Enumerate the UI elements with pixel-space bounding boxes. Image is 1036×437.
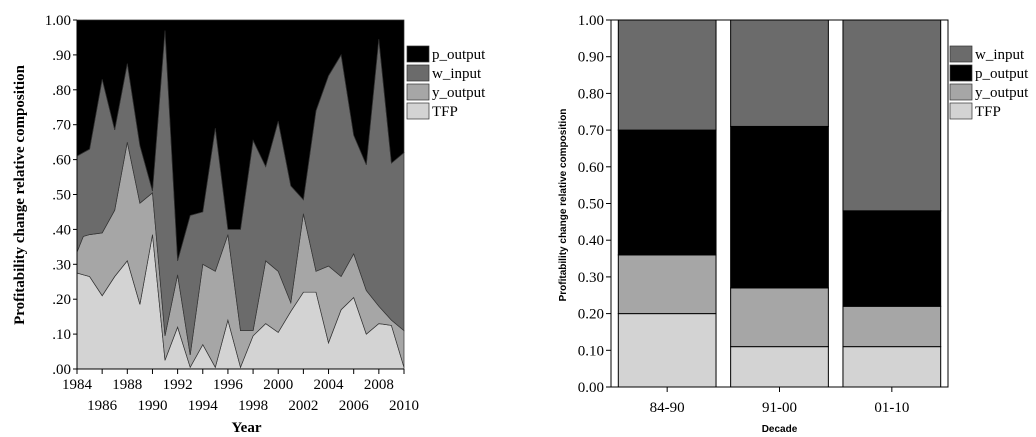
x-tick-label: 1984 xyxy=(62,377,93,393)
bar-segment-TFP xyxy=(617,313,717,388)
legend-swatch xyxy=(949,102,973,120)
legend-swatch xyxy=(949,45,973,63)
area-chart: .00 .10 .20 .30 .40 .50 .60 .70 .80 .90 1.00 1984 19… xyxy=(12,13,486,436)
bar-segment-p-output xyxy=(730,125,829,289)
legend-label: w_input xyxy=(432,66,482,82)
x-tick-label: 2008 xyxy=(364,377,394,393)
bar-segment-y-output xyxy=(730,287,829,348)
y-tick-label: .50 xyxy=(52,188,71,204)
legend-label: TFP xyxy=(432,104,458,120)
x-tick-label: 1998 xyxy=(238,398,268,414)
y-tick-label: .70 xyxy=(52,118,71,134)
bar-segment-p-output xyxy=(842,210,942,307)
y-tick-label: 0.90 xyxy=(578,50,604,66)
x-tick-label: 1988 xyxy=(112,377,142,393)
legend-label: w_input xyxy=(975,47,1025,63)
bar-segment-y-output xyxy=(617,254,717,315)
y-tick-label: 0.40 xyxy=(578,233,604,249)
y-axis-title: Profitability change relative compositio… xyxy=(558,109,569,302)
x-tick-label: 1992 xyxy=(163,377,193,393)
area-series-p-output xyxy=(76,19,405,261)
bar-segment-w-input xyxy=(617,19,717,131)
y-tick-label: .80 xyxy=(52,83,71,99)
y-tick-label: .10 xyxy=(52,327,71,343)
x-tick-label: 01-10 xyxy=(874,400,909,416)
y-axis-title: Profitability change relative compositio… xyxy=(12,64,28,324)
x-tick-label: 2006 xyxy=(339,398,370,414)
x-tick-label: 1996 xyxy=(213,377,244,393)
bar-segment-w-input xyxy=(842,19,942,212)
legend-label: y_output xyxy=(432,85,486,101)
x-axis-title: Decade xyxy=(762,424,798,435)
x-tick-label: 1986 xyxy=(87,398,118,414)
x-tick-label: 84-90 xyxy=(650,400,685,416)
y-tick-label: 0.20 xyxy=(578,307,604,323)
bar-segment-TFP xyxy=(730,346,829,388)
bar-segment-p-output xyxy=(617,129,717,256)
y-tick-label: 0.50 xyxy=(578,197,604,213)
bar-segment-TFP xyxy=(842,346,942,388)
y-tick-label: 0.10 xyxy=(578,343,604,359)
y-tick-label: 1.00 xyxy=(45,13,71,29)
legend-swatch xyxy=(406,45,430,63)
legend-label: p_output xyxy=(975,66,1029,82)
x-tick-label: 1994 xyxy=(188,398,219,414)
x-tick-label: 91-00 xyxy=(762,400,797,416)
legend-swatch xyxy=(406,83,430,101)
y-tick-label: 0.30 xyxy=(578,270,604,286)
y-tick-label: 0.70 xyxy=(578,123,604,139)
bar-chart: 84-90 91-00 01-10 0.00 0.10 0.20 0.30 0.40 0.50 0… xyxy=(558,13,1029,435)
y-tick-label: 0.80 xyxy=(578,86,604,102)
y-tick-label: 0.00 xyxy=(578,380,604,396)
x-tick-label: 2004 xyxy=(314,377,345,393)
legend-label: y_output xyxy=(975,85,1029,101)
y-tick-label: .90 xyxy=(52,48,71,64)
legend-label: TFP xyxy=(975,104,1001,120)
legend-label: p_output xyxy=(432,47,486,63)
x-tick-label: 1990 xyxy=(137,398,167,414)
y-tick-label: .30 xyxy=(52,257,71,273)
bar-segment-y-output xyxy=(842,305,942,348)
x-tick-label: 2010 xyxy=(389,398,419,414)
y-tick-label: .60 xyxy=(52,153,71,169)
legend-swatch xyxy=(406,102,430,120)
y-tick-label: .40 xyxy=(52,222,71,238)
x-axis-title: Year xyxy=(232,420,262,436)
y-tick-label: .00 xyxy=(52,362,71,378)
y-tick-label: 1.00 xyxy=(578,13,604,29)
legend-swatch xyxy=(949,64,973,82)
legend-swatch xyxy=(406,64,430,82)
legend-swatch xyxy=(949,83,973,101)
y-tick-label: 0.60 xyxy=(578,160,604,176)
x-tick-label: 2002 xyxy=(288,398,318,414)
bar-segment-w-input xyxy=(730,19,829,127)
x-tick-label: 2000 xyxy=(263,377,293,393)
y-tick-label: .20 xyxy=(52,292,71,308)
